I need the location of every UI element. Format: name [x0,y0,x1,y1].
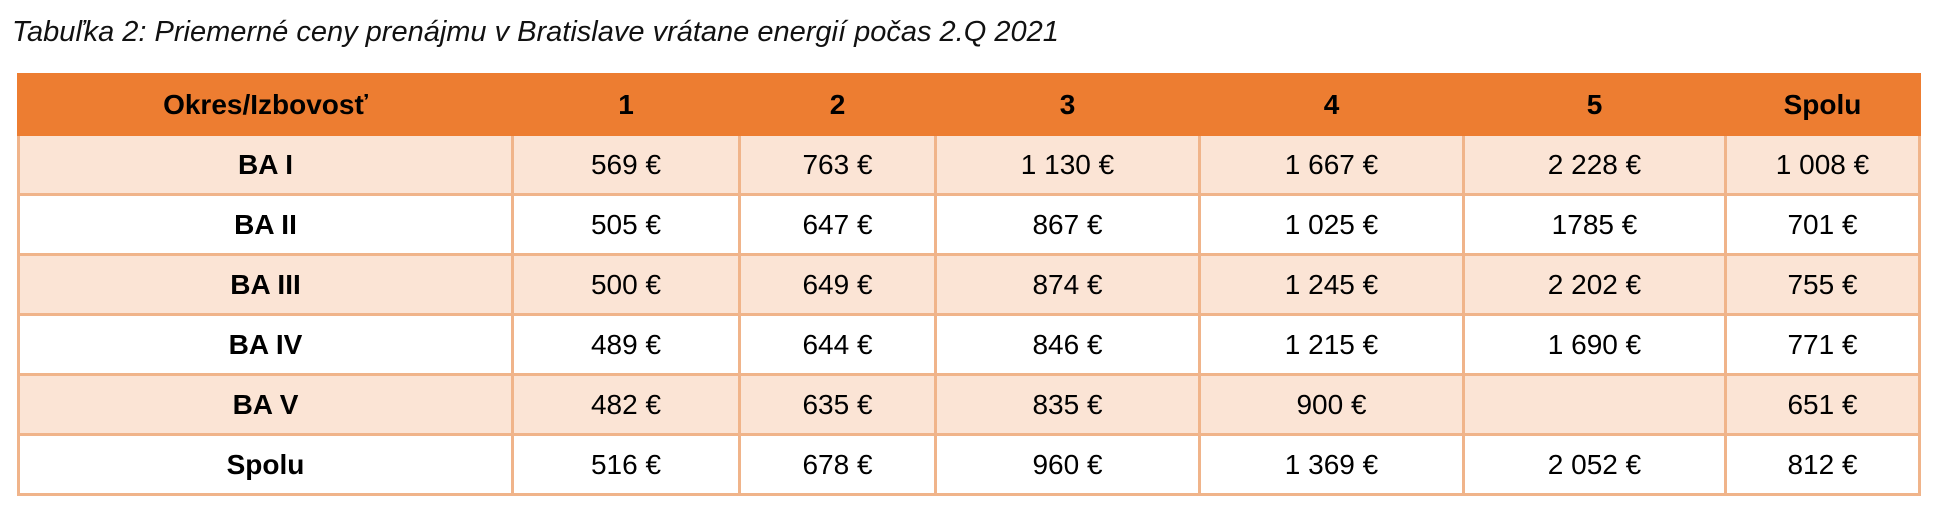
row-label: BA II [17,193,514,256]
table-cell: 763 € [738,133,937,196]
header-row: Okres/Izbovosť 1 2 3 4 5 Spolu [17,73,1921,136]
table-cell: 569 € [511,133,741,196]
table-row: Spolu 516 € 678 € 960 € 1 369 € 2 052 € … [17,433,1921,496]
table-cell: 1 667 € [1198,133,1465,196]
table-cell: 701 € [1724,193,1921,256]
table-cell: 1 008 € [1724,133,1921,196]
header-cell-rooms-4: 4 [1198,73,1465,136]
table-cell: 2 052 € [1462,433,1727,496]
table-cell: 771 € [1724,313,1921,376]
table-cell: 500 € [511,253,741,316]
table-cell: 874 € [934,253,1201,316]
table-cell: 867 € [934,193,1201,256]
table-cell: 1 215 € [1198,313,1465,376]
table-cell: 635 € [738,373,937,436]
header-cell-rooms-3: 3 [934,73,1201,136]
header-cell-rooms-2: 2 [738,73,937,136]
table-cell: 678 € [738,433,937,496]
table-row: BA IV 489 € 644 € 846 € 1 215 € 1 690 € … [17,313,1921,376]
header-cell-total: Spolu [1724,73,1921,136]
table-cell: 2 202 € [1462,253,1727,316]
row-label: BA IV [17,313,514,376]
table-row: BA II 505 € 647 € 867 € 1 025 € 1785 € 7… [17,193,1921,256]
header-cell-rooms-1: 1 [511,73,741,136]
row-label: BA I [17,133,514,196]
table-cell: 644 € [738,313,937,376]
table-cell: 647 € [738,193,937,256]
table-cell: 505 € [511,193,741,256]
table-cell: 1 245 € [1198,253,1465,316]
table-cell: 1 369 € [1198,433,1465,496]
header-cell-rooms-5: 5 [1462,73,1727,136]
table-cell: 812 € [1724,433,1921,496]
table-cell: 960 € [934,433,1201,496]
row-label: BA III [17,253,514,316]
row-label: Spolu [17,433,514,496]
table-cell: 835 € [934,373,1201,436]
table-cell: 900 € [1198,373,1465,436]
row-label: BA V [17,373,514,436]
table-cell: 651 € [1724,373,1921,436]
table-cell: 489 € [511,313,741,376]
table-cell: 1 690 € [1462,313,1727,376]
table-row: BA I 569 € 763 € 1 130 € 1 667 € 2 228 €… [17,133,1921,196]
table-cell: 482 € [511,373,741,436]
table-cell: 1 130 € [934,133,1201,196]
table-cell [1462,373,1727,436]
table-cell: 755 € [1724,253,1921,316]
table-cell: 516 € [511,433,741,496]
table-cell: 649 € [738,253,937,316]
table-cell: 2 228 € [1462,133,1727,196]
table-cell: 1785 € [1462,193,1727,256]
table-row: BA III 500 € 649 € 874 € 1 245 € 2 202 €… [17,253,1921,316]
table-caption: Tabuľka 2: Priemerné ceny prenájmu v Bra… [12,16,1059,48]
table-cell: 846 € [934,313,1201,376]
rent-price-table: Okres/Izbovosť 1 2 3 4 5 Spolu BA I 569 … [17,73,1921,496]
header-cell-district: Okres/Izbovosť [17,73,514,136]
table-row: BA V 482 € 635 € 835 € 900 € 651 € [17,373,1921,436]
table-cell: 1 025 € [1198,193,1465,256]
